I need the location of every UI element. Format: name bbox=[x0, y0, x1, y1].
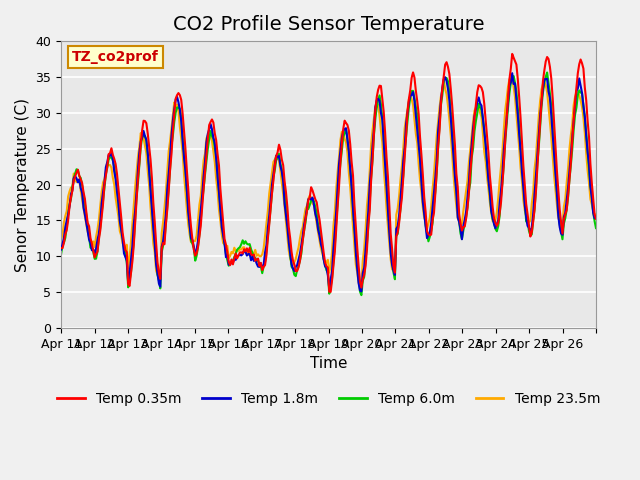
Temp 1.8m bbox=[440, 76, 447, 82]
Temp 6.0m bbox=[543, 70, 551, 75]
Temp 1.8m bbox=[508, 70, 516, 76]
Title: CO2 Profile Sensor Temperature: CO2 Profile Sensor Temperature bbox=[173, 15, 484, 34]
Temp 1.8m bbox=[591, 216, 598, 221]
Y-axis label: Senor Temperature (C): Senor Temperature (C) bbox=[15, 97, 30, 272]
Temp 1.8m bbox=[521, 203, 529, 208]
Line: Temp 0.35m: Temp 0.35m bbox=[61, 54, 596, 292]
Temp 1.8m bbox=[358, 288, 365, 294]
Line: Temp 6.0m: Temp 6.0m bbox=[61, 72, 596, 295]
Temp 0.35m bbox=[58, 245, 65, 251]
Temp 0.35m bbox=[521, 181, 529, 187]
Temp 6.0m bbox=[591, 218, 598, 224]
Temp 6.0m bbox=[58, 251, 65, 257]
Temp 6.0m bbox=[520, 180, 527, 186]
Temp 6.0m bbox=[76, 173, 83, 179]
Legend: Temp 0.35m, Temp 1.8m, Temp 6.0m, Temp 23.5m: Temp 0.35m, Temp 1.8m, Temp 6.0m, Temp 2… bbox=[52, 386, 605, 412]
Temp 1.8m bbox=[92, 246, 100, 252]
Line: Temp 23.5m: Temp 23.5m bbox=[61, 78, 596, 285]
Temp 0.35m bbox=[76, 173, 83, 179]
Temp 6.0m bbox=[358, 292, 365, 298]
Temp 23.5m bbox=[440, 77, 447, 83]
Temp 0.35m bbox=[508, 51, 516, 57]
X-axis label: Time: Time bbox=[310, 356, 348, 372]
Temp 0.35m bbox=[334, 203, 342, 209]
Temp 6.0m bbox=[440, 78, 447, 84]
Temp 23.5m bbox=[592, 212, 600, 217]
Line: Temp 1.8m: Temp 1.8m bbox=[61, 73, 596, 291]
Temp 0.35m bbox=[92, 252, 100, 257]
Temp 23.5m bbox=[332, 186, 340, 192]
Temp 0.35m bbox=[327, 289, 335, 295]
Temp 6.0m bbox=[92, 256, 100, 262]
Temp 23.5m bbox=[591, 211, 598, 217]
Temp 0.35m bbox=[592, 216, 600, 222]
Temp 0.35m bbox=[591, 212, 598, 217]
Temp 6.0m bbox=[332, 218, 340, 224]
Temp 23.5m bbox=[92, 234, 100, 240]
Temp 0.35m bbox=[440, 73, 447, 79]
Temp 6.0m bbox=[592, 225, 600, 231]
Temp 1.8m bbox=[592, 214, 600, 219]
Temp 1.8m bbox=[332, 208, 340, 214]
Temp 23.5m bbox=[508, 75, 516, 81]
Temp 23.5m bbox=[521, 207, 529, 213]
Temp 1.8m bbox=[58, 247, 65, 252]
Temp 23.5m bbox=[76, 179, 83, 184]
Temp 1.8m bbox=[76, 177, 83, 182]
Temp 23.5m bbox=[356, 282, 364, 288]
Temp 23.5m bbox=[58, 236, 65, 242]
Text: TZ_co2prof: TZ_co2prof bbox=[72, 50, 159, 64]
